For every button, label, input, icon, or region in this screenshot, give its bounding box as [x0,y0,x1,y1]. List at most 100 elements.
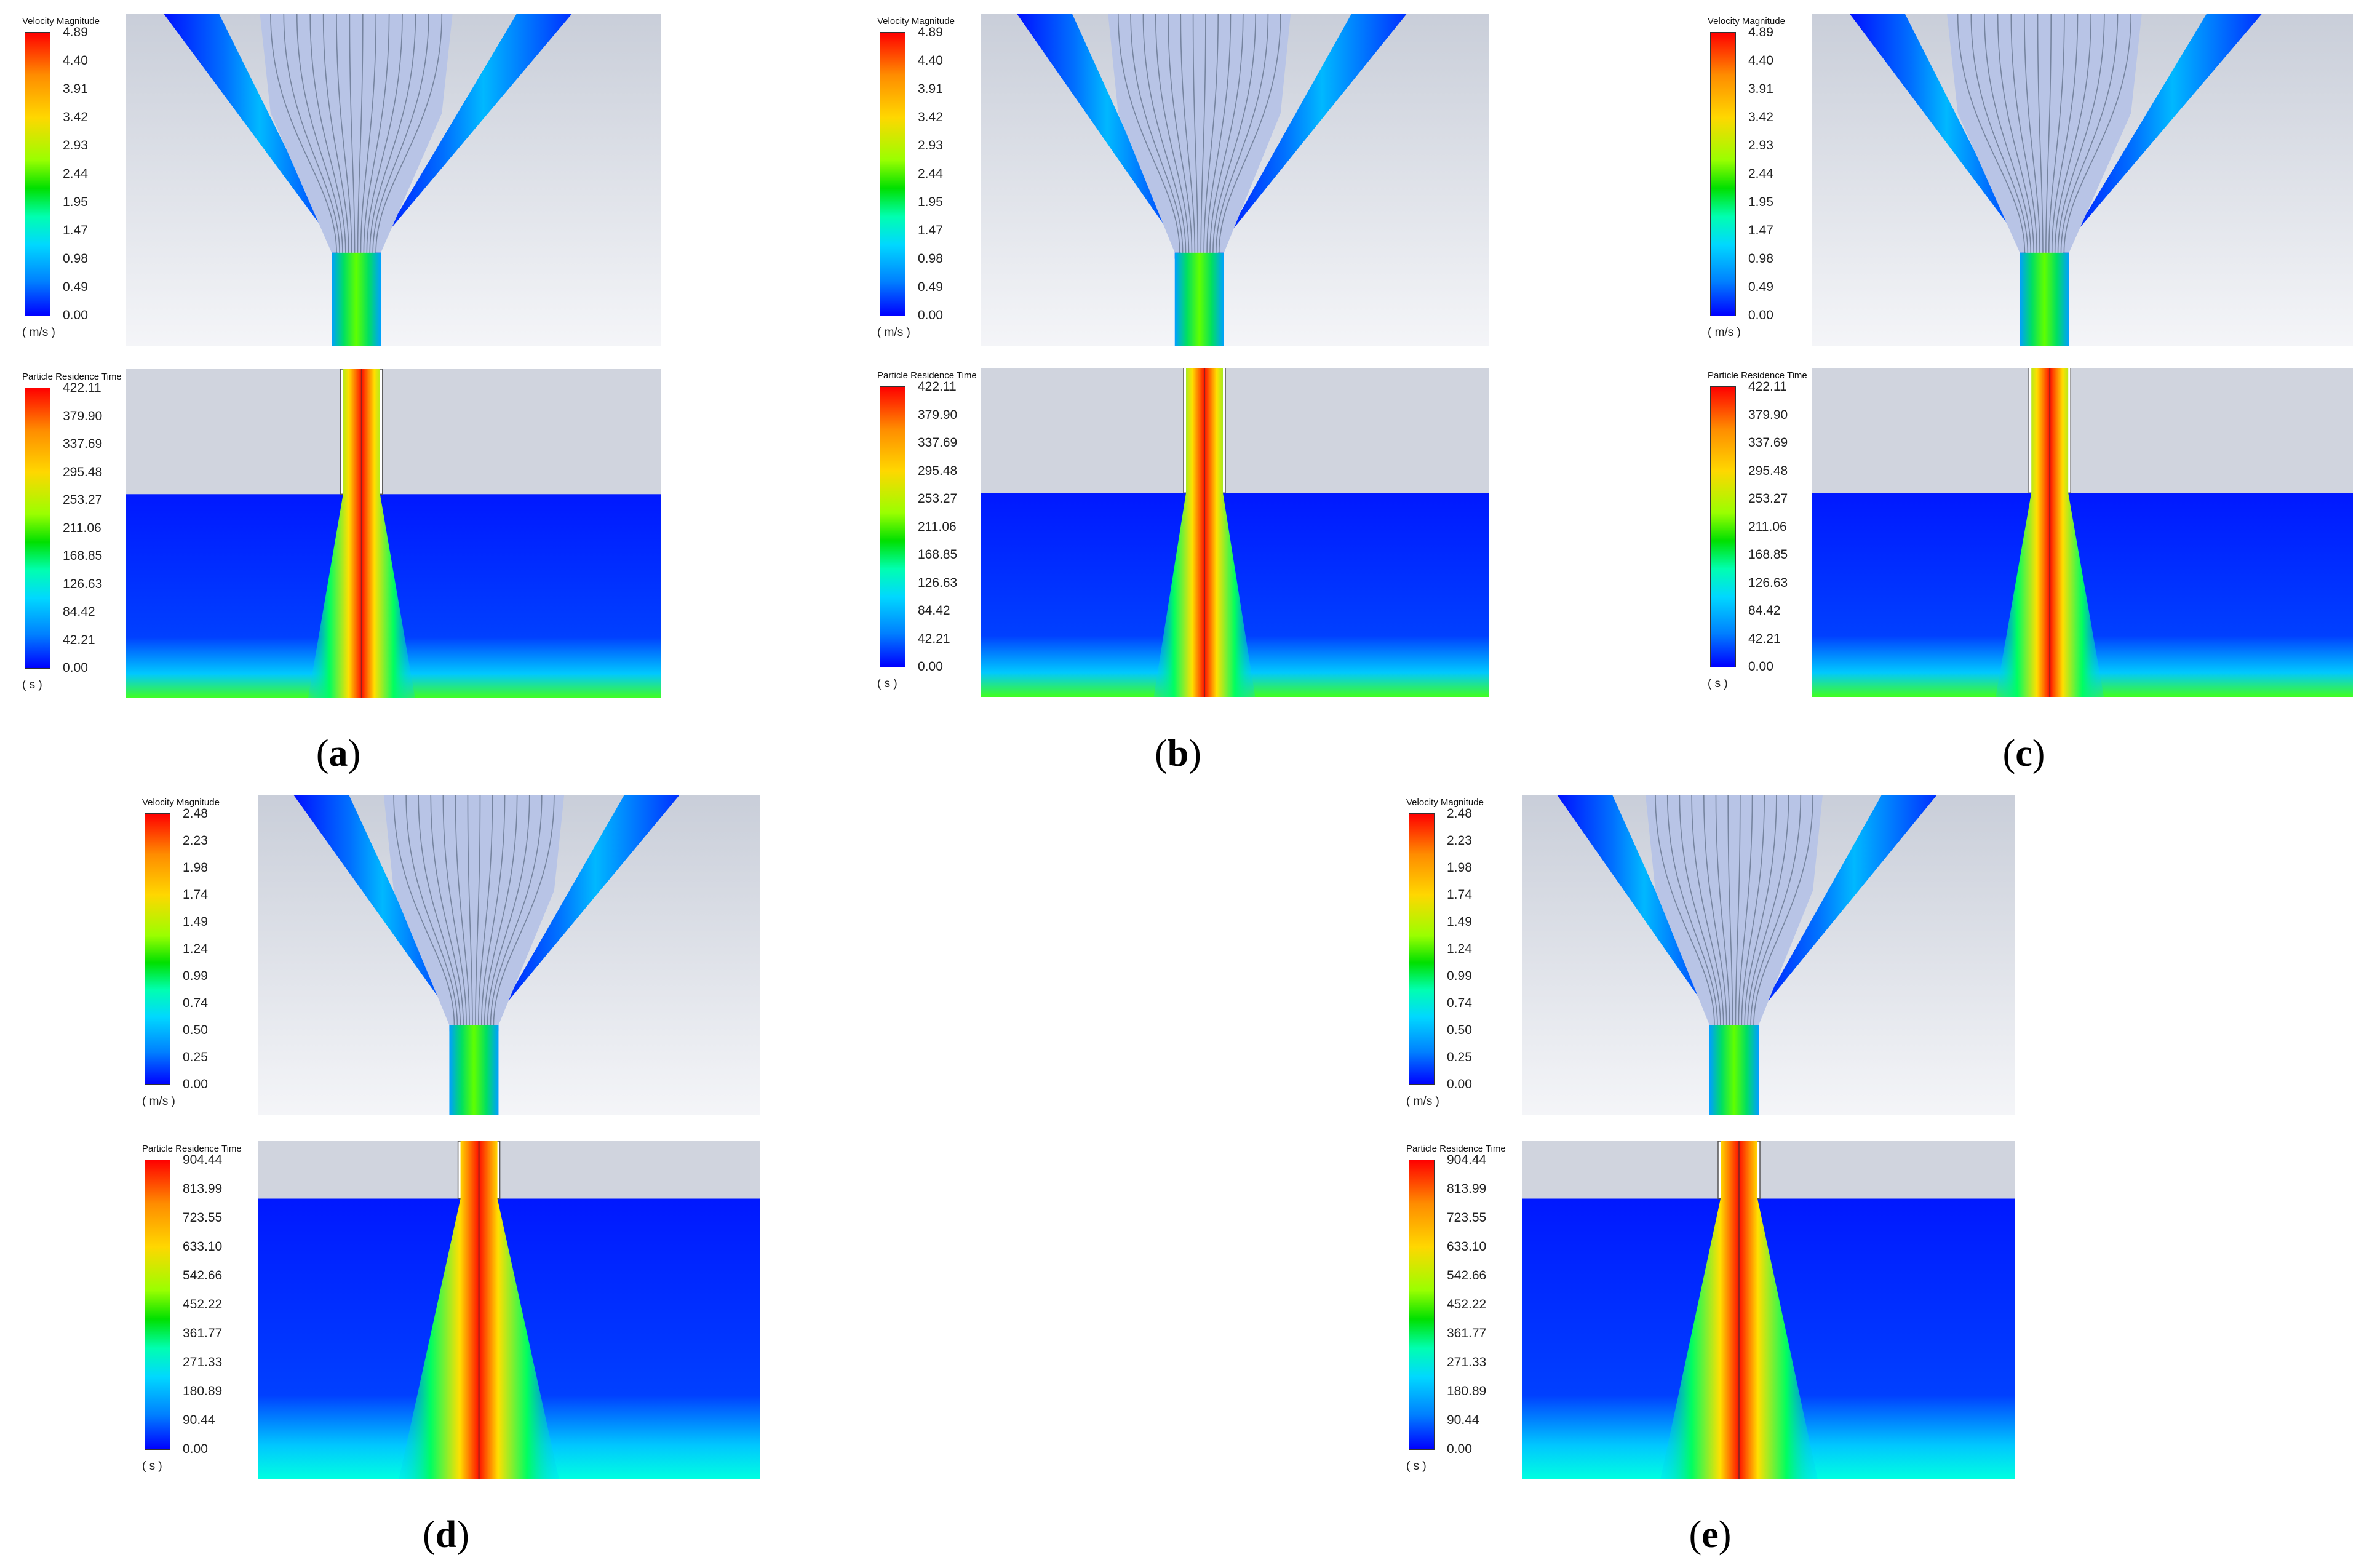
colorbar [1409,813,1435,1085]
panel-caption-letter: b [1167,733,1189,774]
colorbar-tick-label: 0.50 [1447,1023,1472,1037]
legend-unit: ( s ) [1708,677,1728,690]
colorbar-tick-label: 90.44 [1447,1413,1479,1427]
outlet-pipe [449,1025,499,1115]
colorbar-tick-label: 0.25 [183,1050,208,1064]
colorbar-tick-label: 0.74 [1447,996,1472,1010]
colorbar [145,813,170,1085]
colorbar-tick-label: 42.21 [918,631,950,646]
colorbar-tick-label: 4.89 [1748,25,1773,39]
central-inlet [383,795,565,1025]
colorbar-tick-label: 0.99 [183,969,208,983]
colorbar-tick-label: 0.99 [1447,969,1472,983]
colorbar-tick-label: 168.85 [918,547,958,562]
colorbar-tick-label: 271.33 [183,1355,223,1369]
colorbar-tick-label: 1.47 [918,223,943,237]
colorbar-tick-label: 2.93 [1748,138,1773,153]
residence-panel-e: Particle Residence Time 904.44 813.99 723.5… [1396,1141,2015,1479]
panel-caption-c: (c) [2002,733,2045,774]
colorbar-tick-label: 3.42 [1748,110,1773,124]
colorbar-tick-label: 4.89 [918,25,943,39]
colorbar-tick-label: 1.49 [1447,915,1472,929]
panel-caption-letter: c [2015,733,2032,774]
residence-contour [981,368,1489,697]
colorbar-tick-label: 337.69 [918,436,958,450]
colorbar-tick-label: 1.49 [183,915,208,929]
outlet-pipe [332,252,381,346]
colorbar-tick-label: 542.66 [1447,1268,1487,1283]
colorbar-tick-label: 0.00 [1447,1077,1472,1091]
residence-contour [1522,1141,2015,1479]
legend-unit: ( m/s ) [1708,326,1741,339]
colorbar-tick-label: 42.21 [1748,631,1781,646]
colorbar-tick-label: 1.24 [183,942,208,956]
colorbar-tick-label: 1.74 [183,888,208,902]
colorbar-tick-label: 1.98 [183,861,208,875]
residence-panel-d: Particle Residence Time 904.44 813.99 723.5… [132,1141,760,1479]
colorbar-tick-label: 4.89 [63,25,88,39]
colorbar-tick-label: 0.00 [1748,308,1773,322]
outlet-pipe [2020,252,2069,346]
colorbar-tick-label: 2.48 [183,806,208,821]
legend-title: Velocity Magnitude [142,797,220,808]
colorbar-tick-label: 422.11 [1748,380,1787,394]
panel-caption-d: (d) [423,1514,469,1556]
legend-title: Particle Residence Time [142,1144,242,1154]
colorbar-tick-label: 1.98 [1447,861,1472,875]
colorbar-tick-label: 1.47 [63,223,88,237]
colorbar-tick-label: 3.91 [63,82,88,96]
colorbar-tick-label: 0.00 [63,661,88,675]
colorbar [1710,32,1736,316]
colorbar-tick-label: 180.89 [1447,1384,1487,1398]
legend-unit: ( s ) [1406,1460,1427,1473]
colorbar-tick-label: 42.21 [63,632,95,647]
colorbar-tick-label: 180.89 [183,1384,223,1398]
panel-caption-letter: a [328,733,348,774]
colorbar-tick-label: 0.00 [1447,1442,1472,1456]
velocity-contour [258,795,760,1115]
colorbar-tick-label: 253.27 [63,493,103,507]
velocity-contour [126,14,661,346]
central-inlet [1646,795,1823,1025]
legend-unit: ( m/s ) [142,1095,175,1108]
colorbar-tick-label: 4.40 [1748,54,1773,68]
colorbar-tick-label: 813.99 [1447,1182,1487,1196]
colorbar-tick-label: 1.24 [1447,942,1472,956]
panel-caption-a: (a) [316,733,361,774]
colorbar-tick-label: 1.74 [1447,888,1472,902]
colorbar-tick-label: 0.98 [918,252,943,266]
colorbar-tick-label: 271.33 [1447,1355,1487,1369]
colorbar-tick-label: 253.27 [1748,491,1788,506]
colorbar-tick-label: 0.25 [1447,1050,1472,1064]
colorbar-tick-label: 0.49 [63,280,88,294]
velocity-panel-c: Velocity Magnitude 4.89 4.40 3.91 3.42 2.93 2.… [1698,14,2353,346]
colorbar-tick-label: 2.93 [918,138,943,153]
colorbar-tick-label: 1.95 [63,195,88,209]
legend-unit: ( s ) [22,679,42,691]
colorbar-tick-label: 211.06 [1748,519,1787,534]
legend-title: Velocity Magnitude [877,16,955,26]
legend-title: Particle Residence Time [877,370,977,381]
colorbar-tick-label: 337.69 [63,437,103,451]
colorbar-tick-label: 84.42 [63,605,95,619]
residence-contour [1812,368,2353,697]
colorbar-tick-label: 0.00 [1748,659,1773,674]
colorbar-tick-label: 295.48 [1748,463,1788,478]
colorbar-tick-label: 337.69 [1748,436,1788,450]
colorbar-tick-label: 2.23 [183,834,208,848]
colorbar-tick-label: 0.74 [183,996,208,1010]
colorbar-tick-label: 168.85 [1748,547,1788,562]
legend-unit: ( m/s ) [1406,1095,1439,1108]
colorbar-tick-label: 2.44 [63,167,88,181]
colorbar [880,386,905,667]
outlet-pipe [1709,1025,1759,1115]
colorbar-tick-label: 0.00 [183,1442,208,1456]
colorbar-tick-label: 90.44 [183,1413,215,1427]
legend-unit: ( m/s ) [22,326,55,339]
residence-panel-a: Particle Residence Time 422.11 379.90 337.6… [12,369,661,698]
residence-panel-b: Particle Residence Time 422.11 379.90 337.6… [867,368,1489,697]
central-inlet [1947,14,2142,253]
velocity-panel-d: Velocity Magnitude 2.48 2.23 1.98 1.74 1.49 1.… [132,795,760,1115]
colorbar-tick-label: 253.27 [918,491,958,506]
velocity-contour [1812,14,2353,346]
